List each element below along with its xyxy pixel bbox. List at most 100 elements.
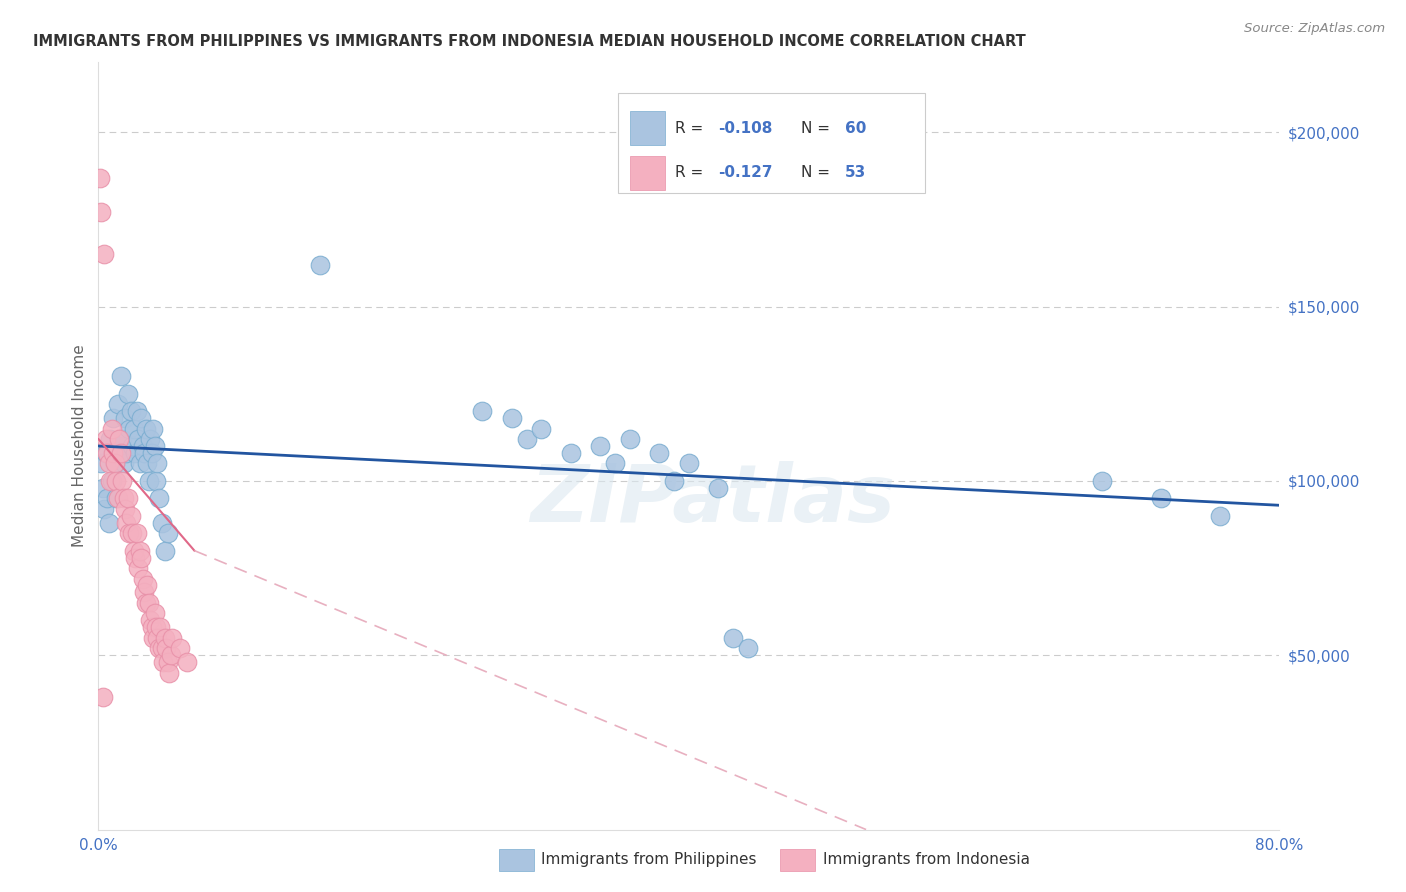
Point bbox=[135, 596, 157, 610]
Text: Source: ZipAtlas.com: Source: ZipAtlas.com bbox=[1244, 22, 1385, 36]
Point bbox=[103, 446, 125, 460]
Point bbox=[162, 631, 183, 645]
Point bbox=[150, 516, 173, 530]
Point bbox=[143, 607, 166, 621]
Point bbox=[118, 526, 141, 541]
Point bbox=[148, 491, 170, 506]
Point bbox=[156, 526, 179, 541]
Point bbox=[97, 457, 120, 471]
Point bbox=[134, 585, 156, 599]
Point bbox=[141, 620, 163, 634]
Point bbox=[129, 411, 152, 425]
Point bbox=[737, 641, 759, 656]
Point bbox=[98, 432, 121, 446]
Point bbox=[111, 432, 134, 446]
Point bbox=[1091, 474, 1114, 488]
Point bbox=[156, 655, 179, 669]
Point bbox=[142, 631, 165, 645]
Point bbox=[124, 550, 146, 565]
Point bbox=[516, 432, 538, 446]
Point bbox=[107, 397, 129, 411]
Point bbox=[122, 543, 145, 558]
Point bbox=[112, 491, 135, 506]
Point bbox=[121, 439, 143, 453]
Point bbox=[96, 446, 118, 460]
Point bbox=[530, 421, 553, 435]
Point bbox=[127, 561, 149, 575]
Point bbox=[117, 386, 139, 401]
Point bbox=[1150, 491, 1173, 506]
Point bbox=[1209, 508, 1232, 523]
Point bbox=[103, 411, 125, 425]
Point bbox=[114, 501, 136, 516]
Point bbox=[111, 474, 134, 488]
Point bbox=[122, 421, 145, 435]
Point bbox=[134, 446, 156, 460]
Point bbox=[115, 516, 138, 530]
Point bbox=[104, 457, 127, 471]
Point bbox=[678, 457, 700, 471]
Point bbox=[471, 404, 494, 418]
Point bbox=[605, 457, 627, 471]
Point bbox=[560, 446, 582, 460]
Point bbox=[176, 655, 198, 669]
Point bbox=[157, 665, 180, 680]
Text: IMMIGRANTS FROM PHILIPPINES VS IMMIGRANTS FROM INDONESIA MEDIAN HOUSEHOLD INCOME: IMMIGRANTS FROM PHILIPPINES VS IMMIGRANT… bbox=[34, 34, 1026, 49]
Point bbox=[94, 432, 117, 446]
FancyBboxPatch shape bbox=[630, 111, 665, 145]
Point bbox=[169, 641, 191, 656]
Point bbox=[97, 516, 120, 530]
Point bbox=[153, 543, 176, 558]
Point bbox=[152, 655, 174, 669]
Text: N =: N = bbox=[801, 120, 835, 136]
Text: R =: R = bbox=[675, 120, 707, 136]
Text: 53: 53 bbox=[845, 165, 866, 180]
Point bbox=[129, 550, 152, 565]
Text: Immigrants from Indonesia: Immigrants from Indonesia bbox=[823, 853, 1029, 867]
Point bbox=[108, 432, 131, 446]
Point bbox=[93, 247, 115, 261]
Point bbox=[110, 369, 132, 384]
Point bbox=[155, 641, 177, 656]
Point bbox=[619, 432, 641, 446]
Point bbox=[124, 446, 146, 460]
Point bbox=[120, 508, 142, 523]
FancyBboxPatch shape bbox=[619, 93, 925, 193]
Text: R =: R = bbox=[675, 165, 707, 180]
Point bbox=[125, 526, 148, 541]
Point bbox=[707, 481, 730, 495]
Point bbox=[146, 631, 169, 645]
Point bbox=[132, 439, 155, 453]
Point bbox=[89, 170, 111, 185]
Point bbox=[91, 481, 114, 495]
Text: N =: N = bbox=[801, 165, 835, 180]
Point bbox=[100, 421, 122, 435]
Point bbox=[139, 613, 162, 627]
Point bbox=[139, 432, 162, 446]
Point bbox=[114, 411, 136, 425]
Point bbox=[143, 439, 166, 453]
Point bbox=[117, 491, 139, 506]
Y-axis label: Median Household Income: Median Household Income bbox=[72, 344, 87, 548]
Point bbox=[90, 457, 112, 471]
Text: -0.108: -0.108 bbox=[718, 120, 773, 136]
Point bbox=[138, 474, 160, 488]
Point bbox=[150, 641, 173, 656]
Point bbox=[153, 631, 176, 645]
Point bbox=[105, 474, 128, 488]
Point bbox=[120, 404, 142, 418]
Point bbox=[145, 474, 167, 488]
Point bbox=[104, 457, 127, 471]
Point bbox=[142, 421, 165, 435]
Point bbox=[136, 457, 159, 471]
Point bbox=[136, 578, 159, 592]
Point bbox=[148, 641, 170, 656]
Point bbox=[138, 596, 160, 610]
Point bbox=[115, 446, 138, 460]
Point bbox=[664, 474, 686, 488]
Point bbox=[141, 446, 163, 460]
Point bbox=[128, 457, 150, 471]
Point bbox=[723, 631, 745, 645]
Point bbox=[94, 446, 117, 460]
Point bbox=[96, 491, 118, 506]
